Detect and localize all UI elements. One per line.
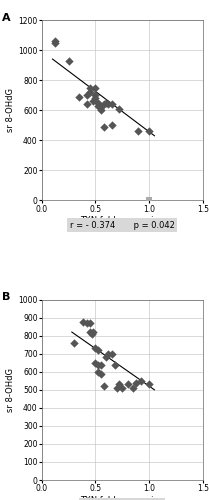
Point	[81, 318, 84, 326]
Point	[139, 377, 142, 385]
Point	[90, 330, 94, 338]
Point	[94, 91, 97, 99]
Point	[96, 360, 99, 368]
Point	[88, 328, 92, 336]
Text: B: B	[2, 292, 10, 302]
Point	[104, 354, 108, 362]
Point	[88, 88, 92, 96]
Point	[99, 360, 102, 368]
Point	[102, 100, 106, 108]
Point	[113, 360, 116, 368]
Point	[147, 380, 151, 388]
Point	[94, 94, 97, 102]
Point	[110, 100, 113, 108]
Point	[67, 56, 70, 64]
X-axis label: TXN fold expression: TXN fold expression	[80, 496, 164, 500]
Text: A: A	[2, 13, 10, 23]
Point	[147, 127, 151, 135]
Point	[53, 38, 56, 46]
Point	[96, 368, 99, 376]
Point	[99, 370, 102, 378]
Point	[107, 100, 110, 108]
Point	[102, 382, 106, 390]
Point	[99, 106, 102, 114]
X-axis label: TXN fold expression: TXN fold expression	[80, 216, 164, 226]
Point	[85, 100, 89, 108]
Point	[53, 37, 56, 45]
Point	[94, 84, 97, 92]
Point	[137, 127, 140, 135]
Point	[121, 384, 124, 392]
Y-axis label: sr 8-OHdG: sr 8-OHdG	[6, 368, 15, 412]
Point	[88, 84, 92, 92]
Point	[107, 350, 110, 358]
Point	[147, 196, 151, 204]
Point	[115, 384, 119, 392]
Point	[126, 380, 129, 388]
Point	[96, 102, 99, 110]
Point	[131, 384, 135, 392]
Point	[88, 319, 92, 327]
Point	[117, 380, 121, 388]
Point	[102, 122, 106, 130]
Point	[96, 98, 99, 106]
Point	[85, 91, 89, 99]
Point	[99, 103, 102, 111]
Point	[94, 344, 97, 352]
Point	[85, 319, 89, 327]
Y-axis label: sr 8-OHdG: sr 8-OHdG	[6, 88, 15, 132]
Point	[78, 92, 81, 100]
Point	[96, 346, 99, 354]
Point	[110, 121, 113, 129]
Text: r = - 0.374       p = 0.042: r = - 0.374 p = 0.042	[70, 221, 175, 230]
Point	[94, 358, 97, 366]
Point	[110, 350, 113, 358]
Point	[92, 328, 95, 336]
Point	[104, 98, 108, 106]
Point	[92, 97, 95, 105]
Point	[135, 378, 138, 386]
Point	[117, 104, 121, 112]
Point	[72, 339, 76, 347]
